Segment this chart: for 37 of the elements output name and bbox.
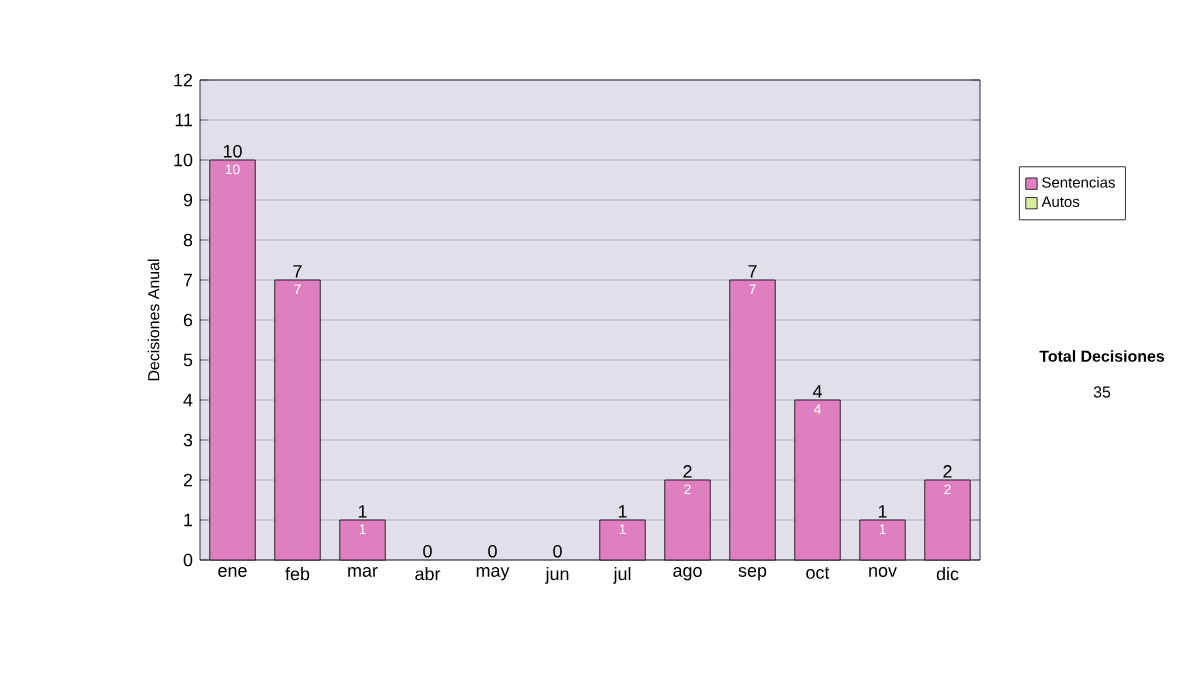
x-tick-label: dic [936, 567, 959, 581]
total-label: 2 [943, 465, 952, 478]
y-tick-label: 12 [174, 73, 193, 87]
total-label: 1 [358, 505, 367, 518]
total-label: 2 [683, 465, 692, 478]
y-tick-label: 2 [183, 473, 193, 487]
x-tick-label: mar [348, 567, 378, 577]
x-tick-label: sep [738, 567, 767, 581]
total-label: 7 [748, 265, 757, 278]
x-tick-label: nov [869, 567, 897, 577]
total-label: 0 [423, 544, 432, 558]
total-label: 4 [812, 385, 822, 398]
x-tick-label: jun [545, 567, 569, 584]
total-label: 1 [618, 505, 627, 518]
y-tick-label: 1 [184, 513, 193, 527]
total-label: 0 [488, 544, 497, 558]
total-label: 0 [553, 544, 562, 558]
y-tick-label: 10 [174, 153, 193, 167]
x-tick-label: oct [806, 567, 830, 579]
y-tick-label: 0 [183, 553, 193, 567]
y-tick-label: 11 [175, 113, 193, 127]
y-tick-label: 7 [183, 273, 193, 287]
x-tick-label: abr [415, 567, 441, 581]
total-label: 1 [878, 505, 887, 518]
x-tick-label: feb [285, 567, 310, 581]
y-tick-label: 5 [183, 353, 193, 367]
y-tick-label: 6 [183, 313, 193, 327]
x-tick-label: ago [673, 567, 702, 581]
y-tick-label: 9 [183, 193, 193, 207]
y-tick-label: 3 [183, 433, 193, 447]
x-tick-label: ene [218, 567, 247, 577]
y-tick-label: 4 [183, 393, 193, 407]
x-tick-label: may [476, 567, 510, 581]
y-tick-label: 8 [183, 233, 193, 247]
total-label: 7 [293, 265, 302, 278]
total-label: 10 [223, 144, 242, 158]
x-tick-label: jul [613, 567, 631, 584]
